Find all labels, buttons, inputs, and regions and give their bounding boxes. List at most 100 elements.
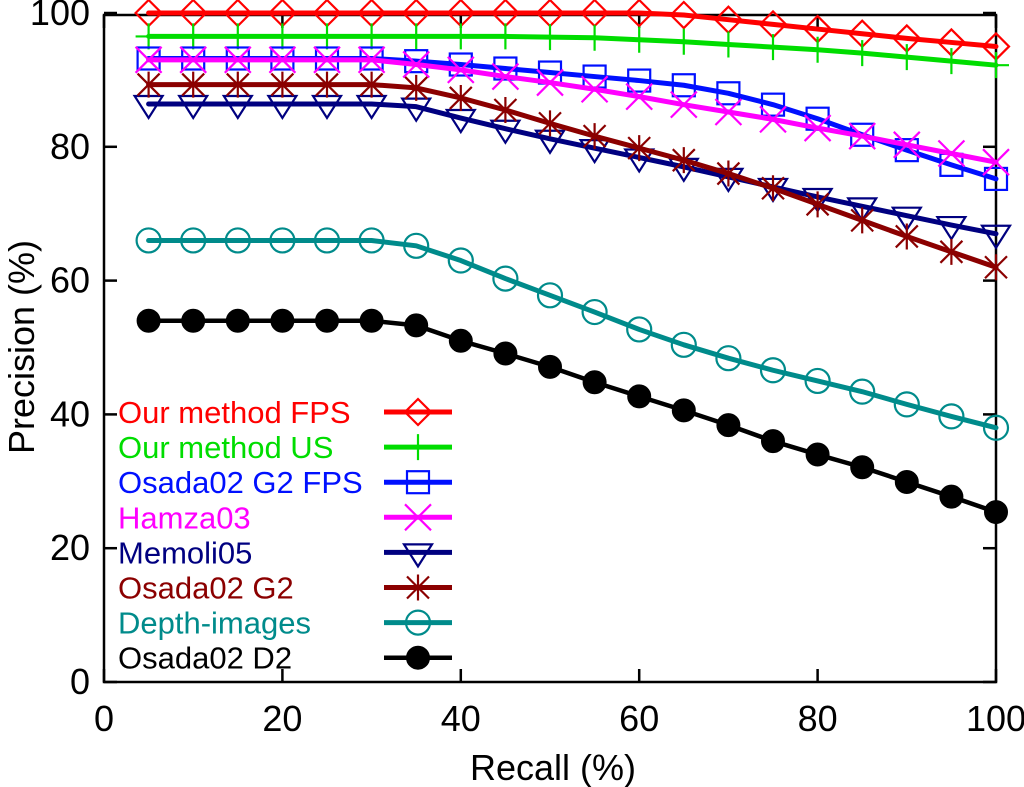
marker-circle (313, 227, 341, 254)
marker-plus (403, 23, 430, 50)
marker-triangle-down (890, 206, 923, 232)
marker-square (894, 138, 919, 163)
marker-dot (538, 354, 562, 379)
marker-diamond (446, 0, 476, 28)
marker-circle (893, 391, 920, 418)
legend-item-hamza03: Hamza03 (118, 500, 452, 535)
marker-xcross (580, 75, 609, 104)
marker-diamond (758, 9, 788, 39)
marker-plus (938, 48, 965, 75)
marker-asterisk (226, 71, 250, 98)
legend-label: Osada02 G2 (118, 571, 294, 606)
marker-asterisk (627, 135, 651, 162)
marker-circle (404, 609, 432, 636)
marker-xcross (982, 148, 1010, 176)
legend-item-our-method-us: Our method US (118, 430, 452, 465)
marker-circle (626, 316, 653, 343)
marker-diamond (624, 0, 654, 28)
marker-diamond (535, 0, 565, 28)
marker-dot (448, 328, 473, 353)
marker-diamond (178, 0, 208, 28)
y-tick-label: 0 (70, 661, 90, 702)
marker-diamond (713, 5, 743, 35)
marker-circle (492, 265, 519, 292)
marker-plus (626, 26, 653, 53)
marker-circle (938, 403, 965, 430)
marker-square (493, 56, 518, 81)
marker-circle (269, 227, 296, 254)
legend-label: Our method US (118, 430, 333, 465)
legend-item-depth-images: Depth-images (118, 606, 452, 641)
marker-plus (135, 23, 162, 50)
marker-square (983, 166, 1009, 192)
marker-circle (180, 227, 207, 254)
marker-plus (358, 23, 385, 50)
marker-diamond (580, 0, 610, 28)
marker-dot (359, 308, 384, 333)
marker-diamond (981, 31, 1011, 62)
marker-circle (135, 227, 162, 254)
marker-dot (939, 484, 964, 509)
marker-xcross (447, 56, 475, 84)
marker-xcross (803, 114, 832, 142)
marker-dot (582, 370, 607, 395)
marker-xcross (848, 122, 876, 150)
y-tick-label: 80 (50, 126, 90, 167)
y-axis-title: Precision (%) (1, 240, 42, 454)
marker-plus (224, 23, 251, 50)
marker-xcross (759, 105, 787, 134)
marker-diamond (403, 397, 433, 427)
legend-item-memoli05: Memoli05 (118, 535, 452, 570)
marker-dot (315, 308, 339, 333)
marker-asterisk (538, 110, 562, 137)
x-tick-label: 80 (798, 698, 838, 739)
marker-square (671, 73, 696, 98)
marker-dot (850, 455, 875, 480)
marker-asterisk (984, 254, 1008, 281)
marker-dot (984, 500, 1008, 525)
marker-diamond (223, 0, 253, 28)
y-tick-label: 60 (50, 260, 90, 301)
marker-plus (760, 34, 786, 61)
marker-asterisk (136, 71, 161, 98)
marker-dot (627, 384, 652, 409)
marker-plus (447, 23, 474, 50)
marker-xcross (491, 62, 520, 91)
marker-plus (269, 23, 296, 50)
marker-plus (849, 40, 876, 67)
marker-asterisk (270, 71, 295, 98)
marker-triangle-down (177, 94, 210, 121)
legend-label: Osada02 G2 FPS (118, 465, 363, 500)
legend-item-osada02-g2-fps: Osada02 G2 FPS (118, 465, 452, 500)
marker-triangle-down (401, 543, 435, 569)
marker-plus (492, 23, 519, 50)
marker-square (716, 81, 741, 106)
marker-asterisk (449, 84, 473, 111)
series-line (146, 10, 999, 49)
marker-xcross (313, 46, 341, 74)
marker-triangle-down (935, 215, 968, 242)
legend-item-osada02-g2: Osada02 G2 (118, 571, 452, 606)
series-osada02-g2-fps (136, 46, 1009, 192)
marker-dot (406, 645, 430, 670)
x-tick-label: 0 (94, 698, 114, 739)
marker-plus (537, 24, 563, 51)
marker-dot (181, 308, 206, 333)
marker-circle (536, 282, 564, 309)
x-tick-label: 40 (441, 698, 481, 739)
marker-triangle-down (846, 197, 879, 223)
series-osada02-g2 (136, 71, 1008, 281)
marker-triangle-down (310, 94, 344, 121)
marker-xcross (402, 50, 430, 79)
marker-xcross (134, 46, 163, 74)
marker-asterisk (315, 71, 339, 98)
marker-triangle-down (266, 94, 299, 121)
marker-diamond (847, 19, 877, 49)
series-line (146, 237, 999, 431)
marker-diamond (401, 0, 431, 28)
marker-diamond (134, 0, 164, 28)
marker-xcross (179, 46, 207, 74)
marker-circle (581, 298, 608, 326)
marker-xcross (357, 46, 386, 74)
